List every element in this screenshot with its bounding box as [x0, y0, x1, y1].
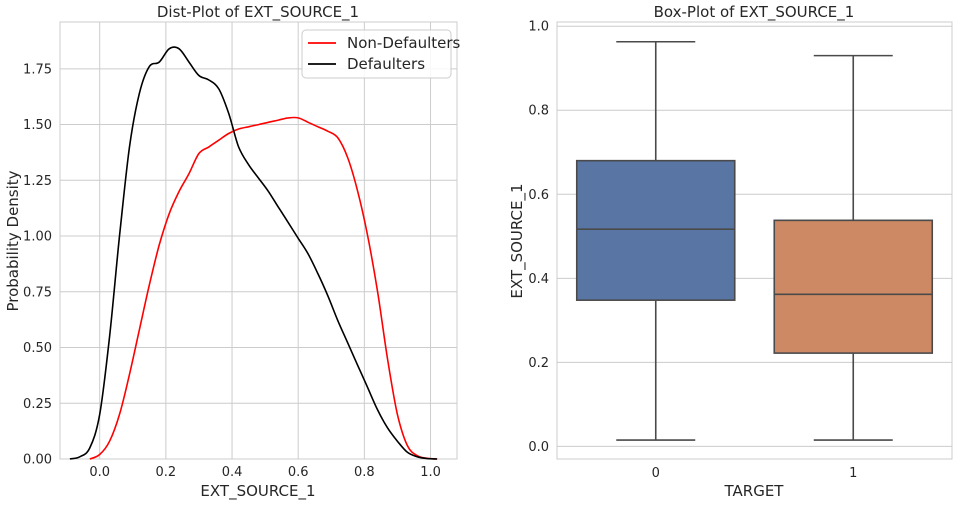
x-tick-label: 1	[849, 466, 857, 481]
box-plot-x-label: TARGET	[724, 482, 785, 500]
density-line-defaulters	[69, 46, 438, 460]
dist-plot-title: Dist-Plot of EXT_SOURCE_1	[157, 3, 359, 22]
box-plot-y-label: EXT_SOURCE_1	[508, 183, 527, 298]
y-tick-label: 0.8	[528, 104, 549, 119]
legend-label-defaulters: Defaulters	[347, 55, 425, 73]
dist-plot-y-label: Probability Density	[4, 170, 22, 311]
x-tick-label: 1.0	[420, 465, 441, 480]
y-tick-label: 1.25	[23, 174, 52, 189]
box-target-0	[575, 159, 736, 301]
dist-plot-panel: 0.0 0.2 0.4 0.6 0.8 1.0 0.00 0.25 0.50 0.75 1.00 1…	[4, 3, 461, 501]
y-tick-label: 1.0	[528, 20, 549, 35]
x-tick-label: 0.6	[288, 465, 309, 480]
legend-label-non-defaulters: Non-Defaulters	[347, 34, 461, 52]
y-tick-label: 0.25	[23, 397, 52, 412]
x-tick-label: 0	[652, 466, 660, 481]
box-plot-title: Box-Plot of EXT_SOURCE_1	[654, 3, 855, 22]
y-tick-label: 0.0	[528, 440, 549, 455]
y-tick-label: 0.4	[528, 272, 549, 287]
density-line-non-defaulters	[89, 116, 438, 460]
x-tick-label: 0.8	[354, 465, 375, 480]
legend-box	[301, 29, 452, 79]
y-tick-label: 0.2	[528, 356, 549, 371]
y-tick-label: 0.6	[528, 188, 549, 203]
y-tick-label: 1.50	[23, 118, 52, 133]
box-plot-boxes	[575, 40, 934, 441]
y-tick-label: 1.00	[23, 230, 52, 245]
y-tick-label: 0.75	[23, 285, 52, 300]
y-tick-label: 0.50	[23, 341, 52, 356]
dist-plot-grid	[60, 22, 457, 460]
x-tick-label: 0.2	[156, 465, 177, 480]
y-tick-label: 1.75	[23, 62, 52, 77]
x-tick-label: 0.4	[222, 465, 243, 480]
dist-plot-x-label: EXT_SOURCE_1	[200, 482, 315, 501]
y-tick-label: 0.00	[23, 453, 52, 468]
dist-plot-legend: Non-Defaulters Defaulters	[301, 29, 461, 79]
x-tick-label: 0.0	[89, 465, 110, 480]
dist-plot-x-ticks: 0.0 0.2 0.4 0.6 0.8 1.0	[89, 465, 441, 480]
dist-plot-lines	[69, 46, 438, 460]
box-plot-y-ticks: 0.0 0.2 0.4 0.6 0.8 1.0	[528, 20, 549, 455]
box-target-1	[773, 219, 934, 354]
dist-plot-y-ticks: 0.00 0.25 0.50 0.75 1.00 1.25 1.50 1.75	[23, 62, 52, 467]
